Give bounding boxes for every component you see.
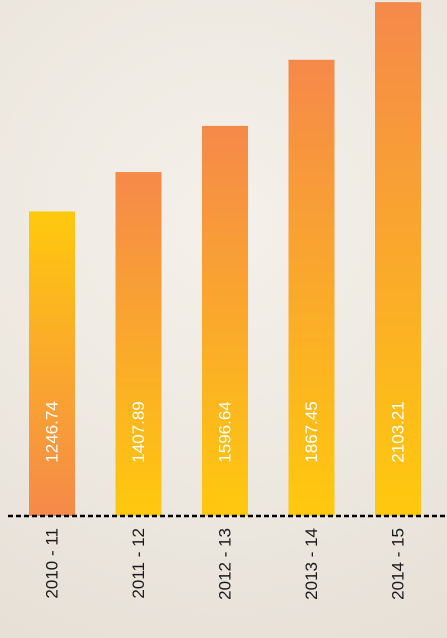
x-tick-label: 2010 - 11 (43, 528, 62, 599)
bar-2010-11 (29, 211, 75, 516)
data-label: 1867.45 (302, 401, 321, 462)
bars-layer (29, 2, 421, 517)
data-label: 1596.64 (216, 401, 235, 462)
x-tick-label: 2013 - 14 (302, 528, 321, 600)
data-label: 1246.74 (43, 401, 62, 462)
bar-2013-14 (288, 59, 335, 517)
bar-2012-13 (202, 125, 248, 516)
bar-2011-12 (115, 172, 162, 516)
bar-2014-15 (375, 2, 421, 517)
data-label: 1407.89 (129, 401, 148, 462)
x-tick-label: 2012 - 13 (216, 528, 235, 600)
x-tick-label: 2011 - 12 (129, 528, 148, 599)
data-label: 2103.21 (389, 401, 408, 462)
x-axis-tick-labels: 2010 - 11 2011 - 12 2012 - 13 2013 - 14 2014… (43, 528, 408, 600)
x-tick-label: 2014 - 15 (389, 528, 408, 600)
data-labels-layer: 1246.74 1407.89 1596.64 1867.45 2103.21 (43, 401, 408, 462)
